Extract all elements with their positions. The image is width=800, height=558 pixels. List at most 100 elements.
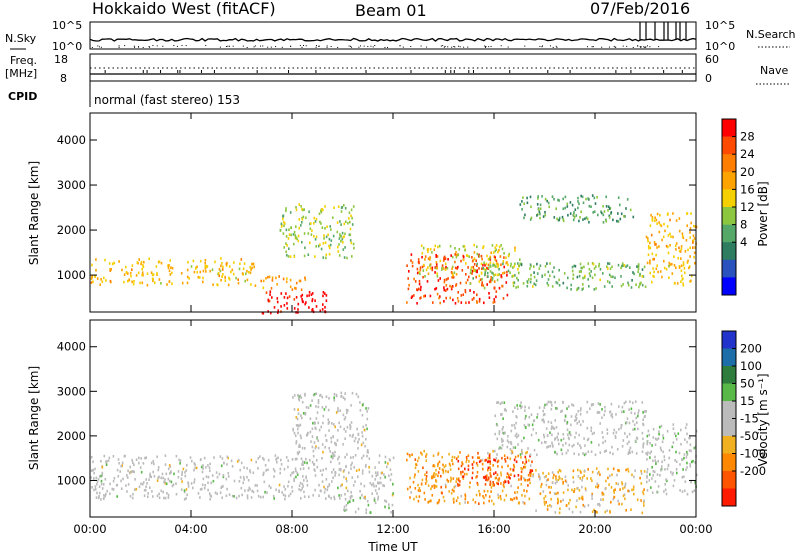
nsearch-point — [524, 45, 526, 47]
velocity-region-4 — [456, 454, 534, 487]
power-ytick-label: 3000 — [57, 178, 86, 192]
xtick-label: 00:00 — [73, 522, 106, 536]
colorbar-tick-label: -50 — [740, 429, 759, 443]
nsearch-point — [541, 45, 543, 47]
nsearch-point — [490, 45, 492, 47]
nsearch-point — [454, 46, 456, 48]
nsearch-point — [622, 45, 624, 47]
nsearch-point — [646, 45, 648, 47]
colorbar-tick-label: -15 — [740, 412, 759, 426]
nsearch-point — [302, 45, 304, 47]
nsearch-point — [591, 46, 593, 48]
nsearch-point — [134, 46, 136, 48]
nsearch-point — [644, 46, 646, 48]
nsearch-point — [387, 46, 389, 48]
colorbar-swatch — [722, 471, 736, 489]
colorbar-tick-label: 8 — [740, 218, 747, 232]
colorbar-swatch — [722, 207, 736, 225]
nsearch-point — [118, 45, 120, 47]
nsearch-point — [330, 45, 332, 47]
nsearch-point — [632, 46, 634, 48]
power-data — [90, 194, 698, 315]
nsearch-point — [124, 45, 126, 47]
cpid-label: CPID — [8, 90, 37, 103]
nsearch-point — [459, 46, 461, 48]
date-label: 07/Feb/2016 — [590, 0, 690, 18]
velocity-region-6 — [494, 400, 647, 457]
colorbar-tick-label: 20 — [740, 165, 755, 179]
colorbar-tick-label: 28 — [740, 130, 755, 144]
power-region-5 — [418, 243, 521, 278]
colorbar-swatch — [722, 488, 736, 507]
colorbar-swatch — [722, 331, 736, 349]
nsearch-point — [305, 45, 307, 47]
nsearch-point — [359, 45, 361, 47]
power-region-4 — [406, 253, 509, 305]
nsearch-point — [615, 46, 617, 48]
nsearch-point — [156, 45, 158, 47]
nsearch-point — [262, 45, 264, 47]
freq-unit: [MHz] — [5, 67, 37, 80]
nsearch-point — [358, 46, 360, 48]
nsearch-point — [118, 46, 120, 48]
nsearch-point — [185, 45, 187, 47]
vel-ytick-label: 3000 — [57, 384, 86, 398]
colorbar-swatch — [722, 453, 736, 472]
freq-label: Freq. — [10, 54, 37, 67]
nsearch-point — [484, 46, 486, 48]
xtick-label: 12:00 — [376, 522, 409, 536]
power-region-2 — [261, 290, 328, 315]
nsearch-point — [541, 46, 543, 48]
colorbar-tick-label: 4 — [740, 235, 747, 249]
nsearch-point — [384, 46, 386, 48]
nsearch-point — [488, 46, 490, 48]
nsearch-point — [485, 46, 487, 48]
freq-tick-bottom: 8 — [60, 72, 67, 85]
nsearch-point — [326, 45, 328, 47]
colorbar-swatch — [722, 259, 736, 278]
colorbar-tick-label: 15 — [740, 394, 755, 408]
power-region-1 — [254, 275, 307, 291]
power-region-8 — [645, 212, 698, 287]
nsearch-point — [148, 46, 150, 48]
colorbar-swatch — [722, 171, 736, 190]
velocity-data — [90, 391, 698, 515]
nsearch-point — [97, 45, 99, 47]
nsearch-point — [260, 45, 262, 47]
nsearch-point — [299, 45, 301, 47]
nsearch-point — [142, 46, 144, 48]
nsearch-point — [447, 46, 449, 48]
xtick-label: 00:00 — [679, 522, 712, 536]
xtick-label: 20:00 — [578, 522, 611, 536]
nsearch-point — [267, 46, 269, 48]
nsearch-point — [640, 46, 642, 48]
nsearch-tick-top: 10^5 — [705, 19, 735, 32]
nsearch-point — [500, 45, 502, 47]
colorbar-swatch — [722, 401, 736, 419]
freq-tick-top: 18 — [54, 53, 68, 66]
nsearch-point — [348, 45, 350, 47]
nsearch-point — [592, 46, 594, 48]
nsearch-point — [99, 46, 101, 48]
velocity-colorbar-label: Velocity [m s⁻¹] — [756, 373, 770, 466]
nsearch-point — [550, 45, 552, 47]
nave-label: Nave — [760, 64, 788, 77]
vel-ytick-label: 2000 — [57, 429, 86, 443]
nsearch-point — [227, 45, 229, 47]
nsearch-point — [242, 45, 244, 47]
velocity-colorbar: 200 100 50 15 -15 -50 -100 -200 — [721, 330, 766, 507]
colorbar-tick-label: -100 — [740, 447, 766, 461]
nsearch-point — [275, 46, 277, 48]
nsky-label: N.Sky — [5, 32, 37, 45]
colorbar-swatch — [722, 119, 736, 137]
nsearch-point — [228, 45, 230, 47]
nsearch-point — [246, 46, 248, 48]
nsearch-point — [426, 46, 428, 48]
nsearch-point — [181, 45, 183, 47]
power-region-3 — [279, 203, 355, 260]
colorbar-tick-label: 200 — [740, 342, 762, 356]
nsearch-point — [100, 46, 102, 48]
nsearch-point — [613, 45, 615, 47]
beam-label: Beam 01 — [355, 1, 427, 20]
